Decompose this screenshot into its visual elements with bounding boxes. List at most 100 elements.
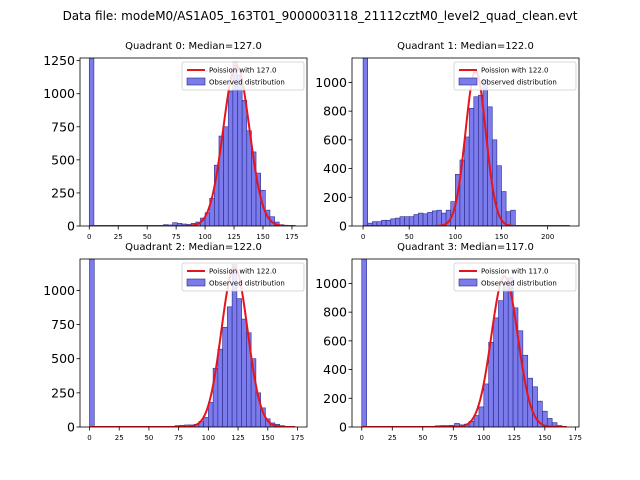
quadrant-3-panel: Quadrant 3: Median=117.0 0 200 400 600 800 100… [315, 242, 582, 442]
y-tick-label: 800 [323, 305, 347, 320]
histogram-bar [227, 306, 233, 427]
histogram-bar [89, 259, 95, 427]
x-tick-label: 200 [541, 233, 554, 241]
histogram-bar [241, 100, 248, 226]
plot-area [89, 259, 296, 427]
histogram-bar [227, 90, 234, 226]
x-tick-label: 150 [538, 434, 551, 442]
histogram-bar [478, 406, 485, 427]
legend-curve-label: Poission with 127.0 [209, 67, 277, 75]
y-tick-label: 1000 [43, 86, 75, 101]
legend-bar-label: Observed distribution [481, 280, 557, 288]
legend: Poission with 122.0 Observed distribution [181, 262, 305, 292]
x-tick-label: 50 [418, 434, 427, 442]
panel-title: Quadrant 0: Median=127.0 [125, 41, 262, 52]
histogram-bar [491, 139, 498, 226]
y-tick-label: 750 [51, 317, 75, 332]
legend-bar-swatch [186, 278, 206, 287]
legend: Poission with 127.0 Observed distribution [181, 61, 305, 91]
y-tick-label: 200 [323, 391, 347, 406]
legend-box [453, 61, 577, 91]
x-tick-label: 100 [198, 233, 211, 241]
legend-curve-label: Poission with 117.0 [481, 268, 549, 276]
quadrant-0-panel: Quadrant 0: Median=127.0 0 250 500 750 1000 12… [43, 41, 308, 241]
y-tick-label: 500 [51, 152, 75, 167]
axes-frame [351, 57, 580, 227]
histogram-bar [493, 317, 499, 427]
poisson-curve [89, 266, 296, 427]
quadrant-1-panel: Quadrant 1: Median=122.0 0 200 400 600 800 100… [315, 41, 580, 241]
poisson-curve [363, 69, 570, 226]
histogram-bar [501, 191, 507, 226]
x-tick-label: 125 [231, 434, 244, 442]
histogram-bar [473, 96, 479, 226]
histogram-bar [498, 300, 504, 427]
y-tick-label: 600 [323, 333, 347, 348]
legend-box [453, 262, 577, 292]
legend-box [181, 61, 305, 91]
y-tick-label: 0 [339, 420, 347, 435]
histogram-bar [464, 136, 470, 226]
legend-bar-swatch [458, 77, 478, 86]
x-tick-label: 100 [477, 434, 490, 442]
quadrant-panels: Quadrant 0: Median=127.00250500750100012… [43, 41, 582, 442]
x-tick-label: 50 [144, 434, 153, 442]
y-tick-label: 1000 [43, 283, 75, 298]
y-tick-label: 1250 [43, 53, 75, 68]
y-tick-label: 750 [51, 119, 75, 134]
legend-bar-label: Observed distribution [209, 79, 285, 87]
histogram-bar [223, 126, 229, 226]
histogram-bar [482, 79, 488, 226]
y-tick-label: 250 [51, 185, 75, 200]
x-tick-label: 50 [405, 233, 414, 241]
histogram-bar [413, 214, 419, 226]
histogram-bar [217, 348, 223, 427]
panel-title: Quadrant 2: Median=122.0 [125, 242, 262, 253]
legend: Poission with 122.0 Observed distribution [453, 61, 577, 91]
histogram-bar [395, 217, 401, 226]
poisson-curve [89, 64, 296, 226]
legend-bar-label: Observed distribution [209, 280, 285, 288]
x-tick-label: 125 [227, 233, 240, 241]
legend-curve-label: Poission with 122.0 [209, 268, 277, 276]
histogram-bar [408, 216, 415, 226]
axes-frame [79, 258, 308, 428]
legend-box [181, 262, 305, 292]
legend-bar-swatch [186, 77, 206, 86]
plot-area [88, 58, 296, 226]
x-tick-label: 25 [114, 233, 123, 241]
x-tick-label: 25 [115, 434, 124, 442]
histogram-bar [551, 422, 558, 427]
x-tick-label: 100 [449, 233, 462, 241]
quadrant-2-panel: Quadrant 2: Median=122.0 0 250 500 750 1000 0 2… [43, 242, 308, 442]
histogram-bar [468, 107, 475, 226]
x-tick-label: 0 [360, 434, 364, 442]
histogram-bar [510, 209, 516, 226]
x-tick-label: 0 [361, 233, 365, 241]
legend: Poission with 117.0 Observed distribution [453, 262, 577, 292]
histogram-bar [483, 383, 489, 427]
x-tick-label: 0 [87, 233, 91, 241]
x-tick-label: 175 [285, 233, 298, 241]
y-tick-label: 1000 [315, 276, 347, 291]
histogram-bar [222, 326, 228, 427]
x-tick-label: 75 [449, 434, 458, 442]
x-tick-label: 0 [87, 434, 91, 442]
legend-curve-label: Poission with 122.0 [481, 67, 549, 75]
histogram-bar [427, 212, 433, 226]
poisson-curve [361, 275, 567, 427]
histogram-bar [88, 58, 95, 226]
histogram-bar [418, 212, 424, 226]
histogram-bar [236, 298, 242, 427]
histogram-bar [241, 318, 247, 427]
y-tick-label: 800 [323, 104, 347, 119]
x-tick-label: 50 [143, 233, 152, 241]
panel-title: Quadrant 1: Median=122.0 [397, 41, 534, 52]
panel-title: Quadrant 3: Median=117.0 [397, 242, 534, 253]
histogram-bar [422, 213, 428, 226]
legend-bar-label: Observed distribution [481, 79, 557, 87]
x-tick-label: 150 [256, 233, 269, 241]
histogram-bar [436, 209, 442, 226]
y-tick-label: 250 [51, 385, 75, 400]
